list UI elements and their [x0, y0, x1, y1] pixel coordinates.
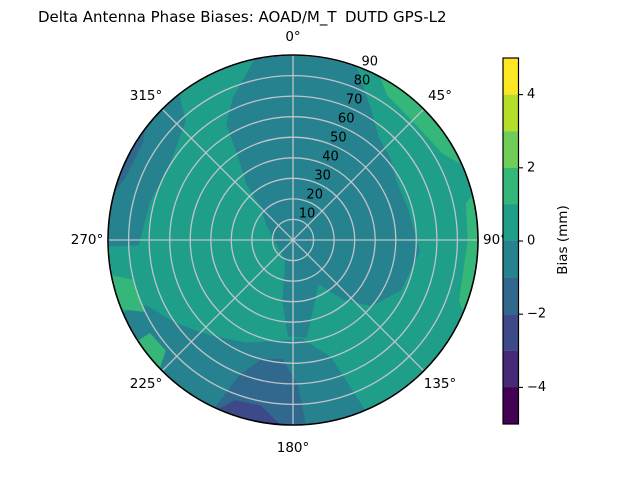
radial-tick-label-30: 30	[314, 169, 331, 184]
contour-green-sw-patch	[137, 333, 166, 369]
colorbar-band-7	[503, 131, 519, 168]
colorbar-tick-label-0: 0	[527, 234, 535, 249]
contour-green-east-sliver	[459, 195, 478, 313]
radial-tick-label-70: 70	[346, 93, 363, 108]
colorbar-band-3	[503, 277, 519, 315]
colorbar-band-0	[503, 387, 519, 424]
radial-tick-label-10: 10	[299, 207, 316, 222]
colorbar-band-4	[503, 241, 519, 278]
colorbar: 4 2 0 −2 −4 Bias (mm)	[502, 57, 571, 425]
radial-tick-label-60: 60	[338, 112, 355, 127]
polar-plot-area	[108, 55, 478, 425]
theta-label-225: 225°	[130, 376, 163, 392]
theta-label-180: 180°	[277, 440, 310, 456]
colorbar-band-5	[503, 204, 519, 242]
colorbar-band-8	[503, 94, 519, 132]
radial-tick-label-90: 90	[362, 55, 379, 70]
contour-teal-central-blob	[226, 55, 420, 338]
colorbar-tick-label-m4: −4	[527, 380, 546, 395]
contour-green-west-patch	[111, 275, 146, 312]
radial-tick-label-50: 50	[330, 131, 347, 146]
figure-title-right: DUTD GPS-L2	[345, 8, 447, 26]
colorbar-band-9	[503, 58, 519, 95]
contour-indigo-bottom-patch	[217, 400, 281, 425]
colorbar-band-1	[503, 350, 519, 388]
theta-label-135: 135°	[424, 376, 457, 392]
theta-label-90: 90°	[483, 232, 507, 248]
radial-tick-label-20: 20	[306, 188, 323, 203]
theta-label-0: 0°	[285, 29, 300, 45]
contour-green-ne-sliver	[379, 76, 463, 165]
contour-teal-bottom-blob	[122, 305, 366, 425]
theta-label-315: 315°	[130, 88, 163, 104]
theta-label-45: 45°	[428, 88, 452, 104]
polar-rim	[107, 54, 479, 426]
contour-teal-west-strip	[108, 94, 186, 247]
colorbar-band-6	[503, 167, 519, 205]
theta-label-270: 270°	[71, 232, 104, 248]
radial-tick-label-40: 40	[322, 150, 339, 165]
colorbar-axis-label: Bias (mm)	[555, 205, 571, 274]
radial-tick-label-80: 80	[354, 74, 371, 89]
grid-spoke-135-315	[161, 108, 425, 372]
colorbar-band-2	[503, 314, 519, 351]
contour-blue-west-sliver	[114, 128, 146, 193]
colorbar-tick-label-4: 4	[527, 87, 535, 102]
colorbar-tick-label-m2: −2	[527, 307, 546, 322]
figure-title-left: Delta Antenna Phase Biases: AOAD/M_T	[38, 8, 337, 27]
colorbar-tick-label-2: 2	[527, 160, 535, 175]
